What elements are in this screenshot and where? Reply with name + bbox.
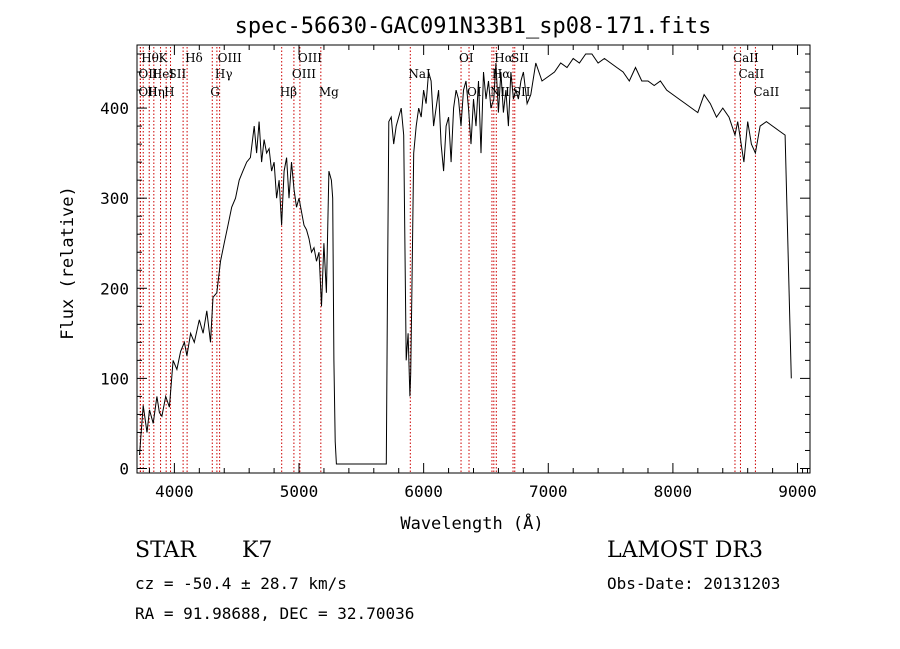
object-subclass: K7: [242, 538, 273, 563]
plot-frame: [136, 44, 811, 474]
y-tick-label: 300: [100, 189, 129, 208]
marker-label: Hβ: [280, 85, 297, 99]
marker-label: OI: [467, 85, 482, 99]
x-axis-ticks: 4000 5000 6000 7000 8000 9000: [148, 45, 817, 501]
spectrum-line: [139, 53, 792, 465]
line-markers: [139, 47, 756, 473]
x-axis-label: Wavelength (Å): [400, 512, 543, 534]
marker-label: OII: [138, 85, 158, 99]
x-tick-label: 4000: [155, 482, 194, 501]
obs-date: Obs-Date: 20131203: [607, 574, 781, 593]
x-tick-label: 5000: [280, 482, 319, 501]
marker-label: OIII: [218, 51, 242, 65]
marker-label: CaII: [753, 85, 779, 99]
x-tick-label: 9000: [778, 482, 817, 501]
coordinates: RA = 91.98688, DEC = 32.70036: [135, 604, 415, 623]
marker-label: SII: [169, 67, 187, 81]
marker-label: OIII: [298, 51, 322, 65]
marker-label: HeI: [152, 67, 175, 81]
marker-label: CaII: [733, 51, 759, 65]
marker-label: SII: [511, 51, 529, 65]
object-class: STAR: [135, 538, 196, 563]
line-marker-labels: OIIOIIHθHηHeIKHSIIHδGHγOIIIHβOIIIOIIIMgN…: [138, 51, 779, 99]
marker-label: Hγ: [215, 67, 233, 81]
chart-title: spec-56630-GAC091N33B1_sp08-171.fits: [235, 14, 712, 39]
marker-label: OII: [138, 67, 158, 81]
y-tick-label: 400: [100, 99, 129, 118]
marker-label: CaII: [738, 67, 764, 81]
marker-label: H: [164, 85, 174, 99]
marker-label: NaI: [408, 67, 431, 81]
x-tick-label: 8000: [654, 482, 693, 501]
marker-label: OI: [459, 51, 474, 65]
marker-label: Hθ: [141, 51, 159, 65]
marker-label: G: [210, 85, 220, 99]
marker-label: Hδ: [185, 51, 203, 65]
marker-label: K: [159, 51, 169, 65]
y-axis-ticks: 0 100 200 300 400: [100, 53, 810, 478]
marker-label: OIII: [292, 67, 316, 81]
marker-label: Mg: [319, 85, 339, 99]
redshift-info: cz = -50.4 ± 28.7 km/s: [135, 574, 347, 593]
y-tick-label: 200: [100, 279, 129, 298]
marker-label: Hη: [147, 85, 165, 99]
y-tick-label: 100: [100, 369, 129, 388]
x-tick-label: 6000: [404, 482, 443, 501]
y-tick-label: 0: [119, 459, 129, 478]
y-axis-label: Flux (relative): [58, 186, 78, 340]
survey-name: LAMOST DR3: [607, 538, 763, 563]
x-tick-label: 7000: [529, 482, 568, 501]
marker-label: Hα: [494, 51, 513, 65]
